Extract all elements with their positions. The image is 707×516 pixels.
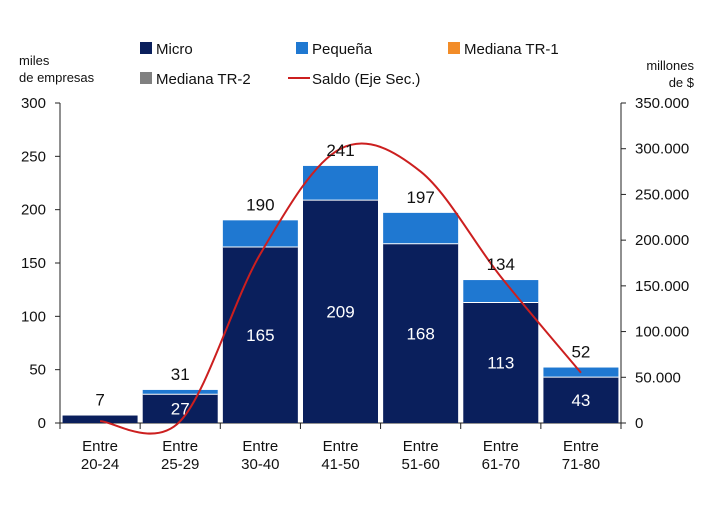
- axis-titles: miles de empresas millones de $: [19, 53, 695, 90]
- y-right-tick-label: 150.000: [635, 278, 689, 295]
- y-right-tick-label: 200.000: [635, 232, 689, 249]
- bar-peque-a-3: [303, 165, 378, 201]
- category-label-2: 30-40: [241, 456, 279, 473]
- y-left-axis-title: miles: [19, 53, 50, 68]
- y-right-axis-title: de $: [669, 75, 695, 90]
- category-label-4: 51-60: [401, 456, 439, 473]
- bar-micro-3: [303, 200, 378, 423]
- y-right-axis-title: millones: [646, 58, 694, 73]
- saldo-line: [99, 142, 582, 435]
- total-label-2: 190: [246, 195, 274, 214]
- total-label-1: 31: [171, 365, 190, 384]
- legend-swatch-0: [140, 42, 152, 54]
- legend-swatch-1: [296, 42, 308, 54]
- total-label-4: 197: [406, 188, 434, 207]
- saldo-line-layer: [99, 142, 582, 435]
- category-label-3: Entre: [323, 438, 359, 455]
- y-left-tick-label: 200: [21, 202, 46, 219]
- bar-peque-a-5: [463, 280, 539, 303]
- micro-value-label-6: 43: [571, 391, 590, 410]
- category-label-2: Entre: [242, 438, 278, 455]
- legend-swatch-3: [140, 72, 152, 84]
- y-right-tick-label: 250.000: [635, 186, 689, 203]
- category-label-0: 20-24: [81, 456, 119, 473]
- legend-label-4: Saldo (Eje Sec.): [312, 71, 420, 88]
- y-right-tick-label: 50.000: [635, 369, 681, 386]
- bar-peque-a-1: [142, 389, 218, 395]
- bar-peque-a-2: [222, 220, 298, 247]
- total-label-6: 52: [571, 343, 590, 362]
- bar-micro-6: [543, 377, 619, 423]
- category-label-5: 61-70: [482, 456, 520, 473]
- bar-peque-a-4: [383, 212, 459, 244]
- category-label-6: Entre: [563, 438, 599, 455]
- micro-value-label-3: 209: [326, 303, 354, 322]
- y-left-axis-title: de empresas: [19, 70, 95, 85]
- category-label-1: Entre: [162, 438, 198, 455]
- bar-micro-5: [463, 302, 539, 423]
- legend-label-0: Micro: [156, 41, 193, 58]
- micro-value-label-4: 168: [406, 324, 434, 343]
- bar-micro-4: [383, 243, 459, 423]
- y-left-tick-label: 150: [21, 255, 46, 272]
- bar-micro-2: [222, 247, 298, 423]
- category-label-1: 25-29: [161, 456, 199, 473]
- bar-micro-0: [62, 415, 138, 423]
- legend-label-3: Mediana TR-2: [156, 71, 251, 88]
- bars: [62, 165, 619, 423]
- y-right-tick-label: 350.000: [635, 95, 689, 112]
- data-labels: 7 31 190 241 197 134 52 27 165 209 168 113 43: [95, 141, 590, 419]
- category-label-3: 41-50: [321, 456, 359, 473]
- y-left-tick-label: 100: [21, 308, 46, 325]
- micro-value-label-5: 113: [487, 354, 514, 373]
- legend-swatch-2: [448, 42, 460, 54]
- total-label-3: 241: [326, 141, 354, 160]
- y-left-tick-label: 50: [29, 362, 46, 379]
- y-right-tick-label: 300.000: [635, 141, 689, 158]
- category-labels: Entre20-24Entre25-29Entre30-40Entre41-50…: [81, 438, 600, 473]
- category-label-5: Entre: [483, 438, 519, 455]
- y-left-tick-label: 0: [38, 415, 46, 432]
- category-label-4: Entre: [403, 438, 439, 455]
- category-label-6: 71-80: [562, 456, 600, 473]
- y-right-tick-label: 100.000: [635, 324, 689, 341]
- y-left-tick-label: 300: [21, 95, 46, 112]
- micro-value-label-1: 27: [171, 400, 190, 419]
- legend: Micro Pequeña Mediana TR-1 Mediana TR-2 Sald…: [140, 41, 559, 88]
- category-label-0: Entre: [82, 438, 118, 455]
- total-label-5: 134: [487, 255, 515, 274]
- micro-value-label-2: 165: [246, 326, 274, 345]
- bar-micro-1: [142, 394, 218, 423]
- legend-label-2: Mediana TR-1: [464, 41, 559, 58]
- y-left-tick-label: 250: [21, 148, 46, 165]
- y-right-tick-label: 0: [635, 415, 643, 432]
- legend-label-1: Pequeña: [312, 41, 373, 58]
- total-label-0: 7: [95, 391, 104, 410]
